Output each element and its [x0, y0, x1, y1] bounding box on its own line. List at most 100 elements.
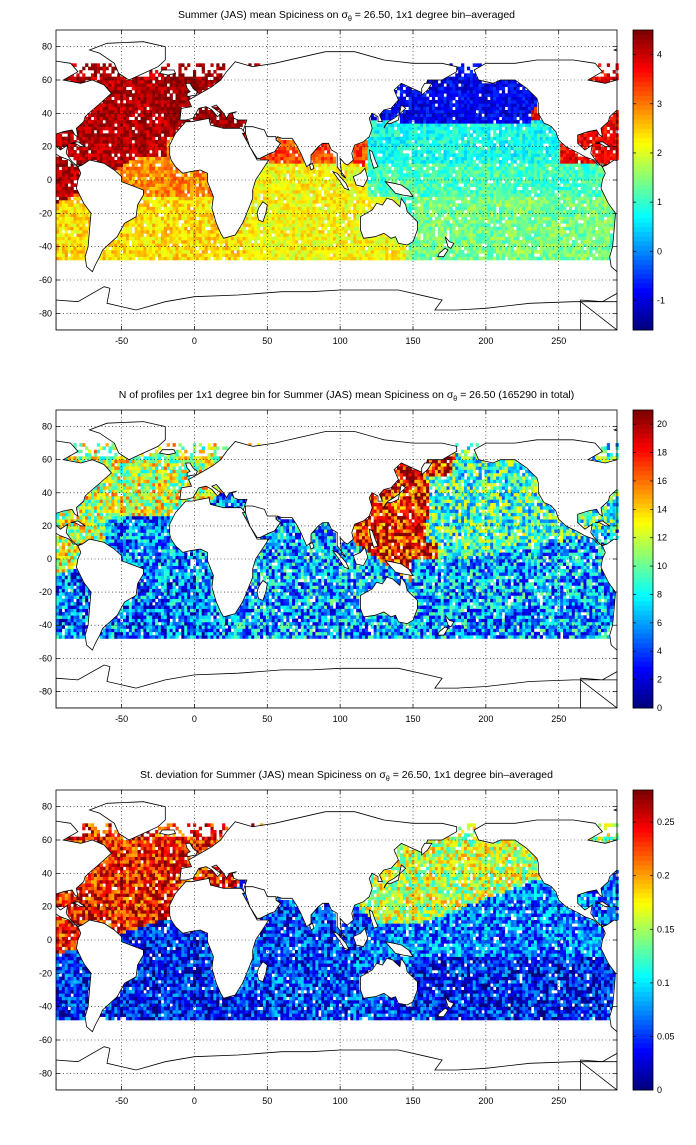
data-cell — [324, 157, 327, 161]
data-cell — [551, 207, 554, 211]
data-cell — [152, 150, 155, 154]
data-cell — [149, 167, 152, 171]
data-cell — [560, 233, 563, 237]
data-cell — [330, 230, 333, 234]
data-cell — [493, 190, 496, 194]
data-cell — [441, 163, 444, 167]
data-cell — [586, 253, 589, 257]
data-cell — [178, 200, 181, 204]
data-cell — [546, 257, 549, 261]
data-cell — [315, 257, 318, 261]
data-cell — [397, 197, 400, 201]
data-cell — [385, 253, 388, 257]
data-cell — [330, 223, 333, 227]
data-cell — [173, 190, 176, 194]
data-cell — [353, 240, 356, 244]
data-cell — [68, 257, 71, 261]
data-cell — [400, 247, 403, 251]
data-cell — [531, 250, 534, 254]
data-cell — [432, 207, 435, 211]
data-cell — [455, 187, 458, 191]
data-cell — [342, 220, 345, 224]
data-cell — [275, 167, 278, 171]
data-cell — [56, 233, 59, 237]
data-cell — [161, 153, 164, 157]
data-cell — [458, 187, 461, 191]
data-cell — [499, 200, 502, 204]
data-cell — [467, 167, 470, 171]
data-cell — [540, 257, 543, 261]
data-cell — [275, 237, 278, 241]
data-cell — [280, 213, 283, 217]
data-cell — [117, 150, 120, 154]
data-cell — [438, 203, 441, 207]
data-cell — [397, 250, 400, 254]
data-cell — [394, 153, 397, 157]
data-cell — [208, 253, 211, 257]
data-cell — [260, 250, 263, 254]
data-cell — [455, 220, 458, 224]
data-cell — [298, 203, 301, 207]
data-cell — [181, 190, 184, 194]
data-cell — [353, 157, 356, 161]
data-cell — [152, 170, 155, 174]
data-cell — [167, 223, 170, 227]
data-cell — [583, 170, 586, 174]
data-cell — [289, 180, 292, 184]
data-cell — [312, 183, 315, 187]
data-cell — [429, 153, 432, 157]
data-cell — [152, 217, 155, 221]
data-cell — [592, 190, 595, 194]
data-cell — [173, 217, 176, 221]
data-cell — [592, 213, 595, 217]
data-cell — [589, 223, 592, 227]
data-cell — [441, 197, 444, 201]
data-cell — [551, 170, 554, 174]
data-cell — [213, 257, 216, 261]
data-cell — [522, 200, 525, 204]
data-cell — [362, 247, 365, 251]
data-cell — [476, 247, 479, 251]
data-cell — [175, 220, 178, 224]
data-cell — [356, 250, 359, 254]
data-cell — [330, 180, 333, 184]
data-cell — [438, 230, 441, 234]
data-cell — [490, 183, 493, 187]
data-cell — [170, 257, 173, 261]
data-cell — [522, 170, 525, 174]
data-cell — [551, 240, 554, 244]
data-cell — [467, 223, 470, 227]
data-cell — [170, 250, 173, 254]
data-cell — [549, 193, 552, 197]
data-cell — [537, 160, 540, 164]
data-cell — [359, 157, 362, 161]
data-cell — [417, 197, 420, 201]
data-cell — [388, 147, 391, 151]
data-cell — [68, 200, 71, 204]
data-cell — [347, 227, 350, 231]
data-cell — [56, 190, 59, 194]
data-cell — [146, 237, 149, 241]
data-cell — [184, 207, 187, 211]
data-cell — [449, 200, 452, 204]
data-cell — [537, 240, 540, 244]
data-cell — [295, 183, 298, 187]
data-cell — [289, 157, 292, 161]
data-cell — [161, 173, 164, 177]
data-cell — [575, 250, 578, 254]
data-cell — [275, 183, 278, 187]
data-cell — [187, 183, 190, 187]
data-cell — [149, 187, 152, 191]
data-cell — [82, 150, 85, 154]
data-cell — [292, 223, 295, 227]
data-cell — [330, 173, 333, 177]
data-cell — [476, 213, 479, 217]
data-cell — [554, 167, 557, 171]
data-cell — [516, 250, 519, 254]
data-cell — [481, 227, 484, 231]
data-cell — [62, 220, 65, 224]
data-cell — [260, 253, 263, 257]
data-cell — [534, 193, 537, 197]
data-cell — [257, 193, 260, 197]
data-cell — [170, 170, 173, 174]
